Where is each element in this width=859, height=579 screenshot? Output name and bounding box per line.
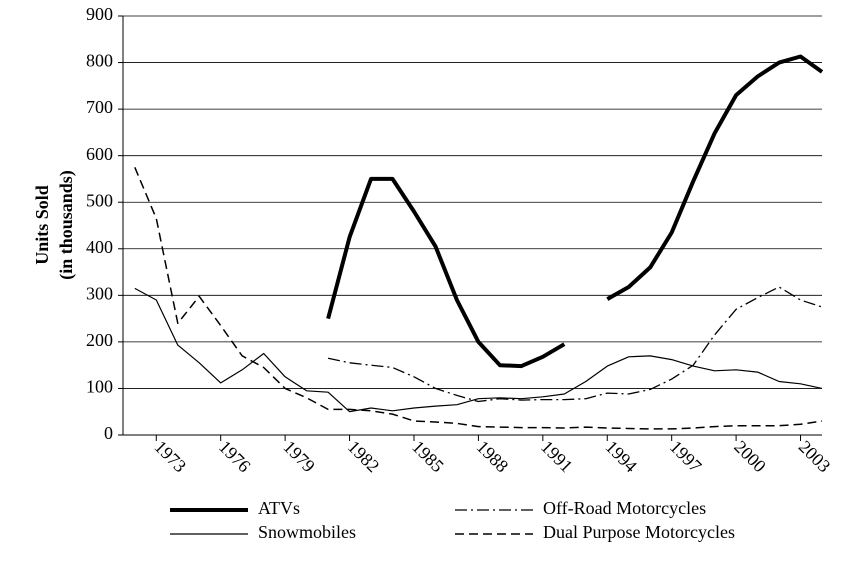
x-tick-label: 1976 bbox=[215, 437, 255, 477]
y-axis-label-line: Units Sold bbox=[32, 185, 52, 265]
x-tick-label: 1979 bbox=[279, 437, 319, 477]
x-tick-label: 1994 bbox=[602, 437, 642, 477]
legend-label: Dual Purpose Motorcycles bbox=[543, 522, 735, 542]
y-tick-label: 800 bbox=[86, 51, 113, 71]
x-tick-label: 1982 bbox=[344, 437, 384, 477]
x-tick-label: 1991 bbox=[537, 437, 577, 477]
y-tick-label: 0 bbox=[104, 423, 113, 443]
x-tick-label: 1997 bbox=[666, 437, 706, 477]
y-axis-label: Units Sold (in thousands) bbox=[32, 170, 77, 280]
line bbox=[326, 54, 824, 369]
y-tick-label: 200 bbox=[86, 330, 113, 350]
legend-label: ATVs bbox=[258, 498, 300, 518]
y-tick-label: 500 bbox=[86, 190, 113, 210]
y-tick-label: 600 bbox=[86, 144, 113, 164]
y-tick-label: 700 bbox=[86, 97, 113, 117]
y-axis-label-line: (in thousands) bbox=[56, 170, 77, 280]
y-tick-label: 900 bbox=[86, 4, 113, 24]
y-tick-label: 100 bbox=[86, 377, 113, 397]
line bbox=[327, 286, 823, 403]
x-tick-label: 2003 bbox=[795, 437, 835, 477]
x-tick-label: 1988 bbox=[473, 437, 513, 477]
legend-label: Off-Road Motorcycles bbox=[543, 498, 706, 518]
x-tick-label: 2000 bbox=[730, 437, 770, 477]
x-tick-label: 1973 bbox=[151, 437, 191, 477]
x-tick-label: 1985 bbox=[408, 437, 448, 477]
legend-label: Snowmobiles bbox=[258, 522, 356, 542]
line bbox=[134, 287, 823, 413]
y-tick-label: 400 bbox=[86, 237, 113, 257]
y-tick-label: 300 bbox=[86, 283, 113, 303]
line bbox=[134, 167, 823, 430]
